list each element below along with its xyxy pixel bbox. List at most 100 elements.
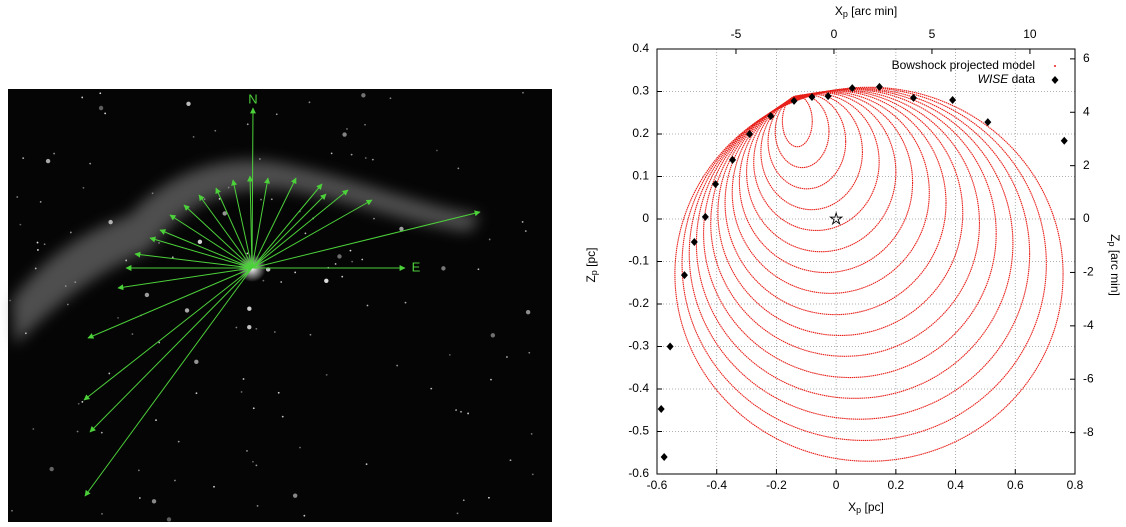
direction-arrow	[149, 236, 253, 269]
direction-arrow	[247, 175, 254, 269]
star	[53, 152, 56, 155]
star	[101, 512, 103, 515]
star	[255, 464, 258, 467]
star	[158, 341, 161, 344]
star	[460, 410, 462, 413]
y-tick-label: -0.3	[628, 339, 649, 353]
y-axis-label: Zp [pc]	[584, 247, 599, 282]
model-curve	[688, 87, 1031, 420]
direction-arrow	[251, 189, 349, 269]
y2-tick-label: 0	[1083, 211, 1090, 225]
star	[151, 192, 154, 195]
y-tick-label: -0.4	[628, 381, 649, 395]
star	[218, 197, 221, 200]
star	[350, 153, 353, 156]
direction-arrow	[159, 229, 253, 269]
x2-tick-label: -5	[731, 27, 742, 41]
x-tick-label: 0.2	[888, 478, 905, 492]
direction-arrow	[89, 267, 253, 433]
wise-point	[746, 130, 754, 138]
star	[270, 198, 273, 201]
legend-label: Bowshock projected model	[892, 58, 1035, 72]
star	[155, 419, 157, 422]
star	[252, 460, 254, 463]
star	[373, 217, 375, 220]
star	[255, 327, 258, 330]
star	[177, 440, 180, 443]
star	[351, 260, 354, 263]
star	[242, 378, 245, 380]
star	[488, 496, 490, 499]
star	[325, 373, 328, 376]
star	[131, 333, 134, 335]
star	[100, 431, 103, 434]
star	[144, 292, 150, 298]
star	[522, 91, 524, 94]
wise-point	[680, 271, 688, 280]
star	[81, 400, 84, 403]
y2-tick-label: -4	[1083, 318, 1094, 332]
star	[11, 509, 13, 512]
star	[34, 267, 37, 270]
star	[524, 230, 527, 232]
star	[303, 514, 306, 517]
y-tick-label: 0.4	[632, 41, 649, 55]
y-tick-label: 0.1	[632, 169, 649, 183]
star	[342, 132, 347, 137]
x-tick-label: -0.6	[647, 478, 668, 492]
star	[246, 449, 248, 452]
star	[222, 211, 227, 216]
star	[246, 123, 249, 126]
y-tick-label: 0	[642, 211, 649, 225]
model-curve	[681, 87, 1047, 441]
star	[399, 226, 404, 232]
star	[98, 105, 104, 111]
star	[69, 231, 72, 234]
direction-arrow	[134, 251, 253, 269]
star	[404, 301, 407, 304]
star	[43, 243, 46, 246]
direction-arrow	[183, 204, 253, 269]
star	[281, 415, 284, 418]
star	[36, 241, 39, 244]
wise-point	[808, 93, 816, 102]
star	[252, 407, 255, 410]
x-tick-label: 0	[833, 478, 840, 492]
plot: -0.6 -0.4 -0.2 0 0.2 0.4 0.6 0.8 -0.6 -0.5 -0.4 -0.…	[584, 4, 1122, 515]
star	[488, 238, 491, 241]
direction-arrow	[251, 177, 271, 269]
north-label: N	[248, 91, 257, 106]
star	[506, 356, 508, 358]
direction-arrow	[83, 267, 253, 401]
star	[477, 268, 480, 271]
star	[509, 459, 512, 462]
star	[247, 306, 252, 311]
star	[166, 517, 172, 522]
star	[324, 278, 329, 284]
star	[365, 463, 368, 466]
star	[151, 499, 157, 504]
x-tick-label: -0.2	[766, 478, 787, 492]
direction-arrow	[87, 267, 253, 339]
star	[448, 354, 451, 356]
star	[371, 158, 374, 161]
y2-tick-label: -6	[1083, 371, 1094, 385]
star	[45, 158, 51, 164]
star	[277, 391, 280, 394]
star	[19, 223, 22, 226]
star	[525, 309, 531, 315]
star	[39, 201, 42, 203]
star	[49, 466, 54, 472]
x2-tick-label: 5	[929, 27, 936, 41]
star	[81, 96, 84, 99]
x-tick-label: 0.8	[1067, 478, 1084, 492]
star	[227, 186, 230, 189]
x-tick-label: -0.4	[706, 478, 727, 492]
star	[337, 254, 342, 259]
direction-arrow	[249, 107, 256, 269]
model-curve	[781, 95, 813, 148]
star	[108, 219, 113, 225]
star	[308, 101, 311, 104]
star	[435, 149, 438, 152]
